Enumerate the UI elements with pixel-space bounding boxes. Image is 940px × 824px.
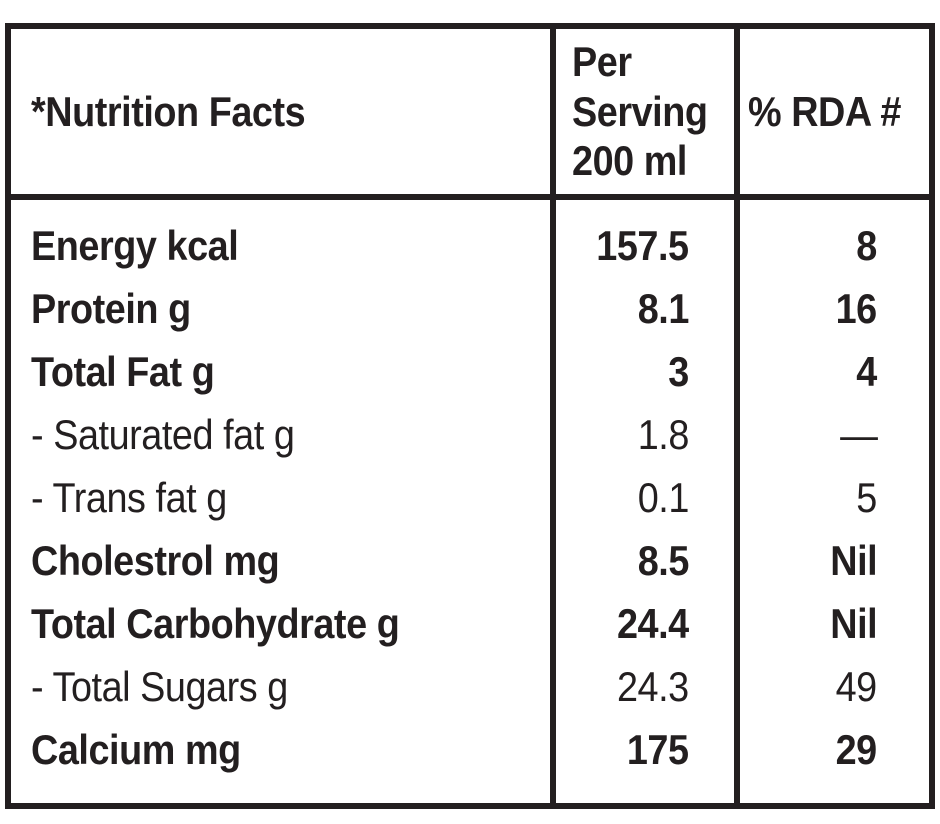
row-label-total-sugars: - Total Sugars g: [11, 655, 550, 718]
row-label-cholestrol: Cholestrol mg: [11, 529, 550, 592]
row-label-text: - Saturated fat g: [31, 410, 295, 458]
header-cell-title: *Nutrition Facts: [11, 29, 556, 194]
per-serving-value: 24.3: [617, 662, 689, 710]
per-serving-value: 8.5: [637, 536, 690, 584]
value-energy-per-serving: 157.5: [556, 214, 734, 277]
row-label-calcium: Calcium mg: [11, 718, 550, 781]
row-label-saturated-fat: - Saturated fat g: [11, 403, 550, 466]
rda-value: 5: [856, 473, 877, 521]
row-label-protein: Protein g: [11, 277, 550, 340]
rda-value: 29: [835, 725, 878, 773]
per-serving-header-label: Per Serving 200 ml: [572, 38, 708, 185]
row-label-text: Total Carbohydrate g: [31, 599, 400, 647]
row-label-trans-fat: - Trans fat g: [11, 466, 550, 529]
table-body: Energy kcal Protein g Total Fat g - Satu…: [11, 200, 929, 803]
row-label-text: Protein g: [31, 284, 191, 332]
value-saturated-fat-rda: —: [740, 403, 929, 466]
rda-value: Nil: [830, 599, 877, 647]
value-total-fat-rda: 4: [740, 340, 929, 403]
value-total-carbohydrate-rda: Nil: [740, 592, 929, 655]
row-label-text: Total Fat g: [31, 347, 215, 395]
rda-value: Nil: [830, 536, 877, 584]
column-nutrients: Energy kcal Protein g Total Fat g - Satu…: [11, 200, 556, 803]
value-trans-fat-rda: 5: [740, 466, 929, 529]
per-serving-value: 1.8: [637, 410, 690, 458]
row-label-text: Cholestrol mg: [31, 536, 280, 584]
value-energy-rda: 8: [740, 214, 929, 277]
per-serving-value: 24.4: [617, 599, 689, 647]
rda-value: 49: [835, 662, 878, 710]
value-saturated-fat-per-serving: 1.8: [556, 403, 734, 466]
row-label-text: Calcium mg: [31, 725, 241, 773]
value-trans-fat-per-serving: 0.1: [556, 466, 734, 529]
rda-value: 8: [856, 221, 877, 269]
per-serving-value: 0.1: [637, 473, 690, 521]
value-calcium-rda: 29: [740, 718, 929, 781]
per-serving-value: 8.1: [637, 284, 690, 332]
per-serving-value: 3: [668, 347, 689, 395]
value-total-sugars-rda: 49: [740, 655, 929, 718]
row-label-total-fat: Total Fat g: [11, 340, 550, 403]
value-total-sugars-per-serving: 24.3: [556, 655, 734, 718]
per-serving-value: 175: [627, 725, 689, 773]
rda-value: —: [839, 410, 878, 458]
column-per-serving: 157.5 8.1 3 1.8 0.1 8.5 24.4 24.3 175: [556, 200, 740, 803]
value-total-carbohydrate-per-serving: 24.4: [556, 592, 734, 655]
value-total-fat-per-serving: 3: [556, 340, 734, 403]
value-protein-rda: 16: [740, 277, 929, 340]
nutrition-facts-table: *Nutrition Facts Per Serving 200 ml % RD…: [5, 23, 935, 809]
header-cell-per-serving: Per Serving 200 ml: [556, 29, 740, 194]
rda-value: 4: [856, 347, 877, 395]
row-label-text: Energy kcal: [31, 221, 239, 269]
header-cell-rda: % RDA #: [740, 29, 929, 194]
value-cholestrol-per-serving: 8.5: [556, 529, 734, 592]
rda-header-label: % RDA #: [748, 87, 901, 135]
value-cholestrol-rda: Nil: [740, 529, 929, 592]
row-label-text: - Total Sugars g: [31, 662, 288, 710]
value-calcium-per-serving: 175: [556, 718, 734, 781]
nutrition-facts-title: *Nutrition Facts: [31, 87, 306, 135]
row-label-text: - Trans fat g: [31, 473, 227, 521]
column-rda: 8 16 4 — 5 Nil Nil 49 29: [740, 200, 929, 803]
row-label-energy: Energy kcal: [11, 214, 550, 277]
value-protein-per-serving: 8.1: [556, 277, 734, 340]
rda-value: 16: [835, 284, 878, 332]
row-label-total-carbohydrate: Total Carbohydrate g: [11, 592, 550, 655]
per-serving-value: 157.5: [596, 221, 690, 269]
table-header-row: *Nutrition Facts Per Serving 200 ml % RD…: [11, 29, 929, 200]
